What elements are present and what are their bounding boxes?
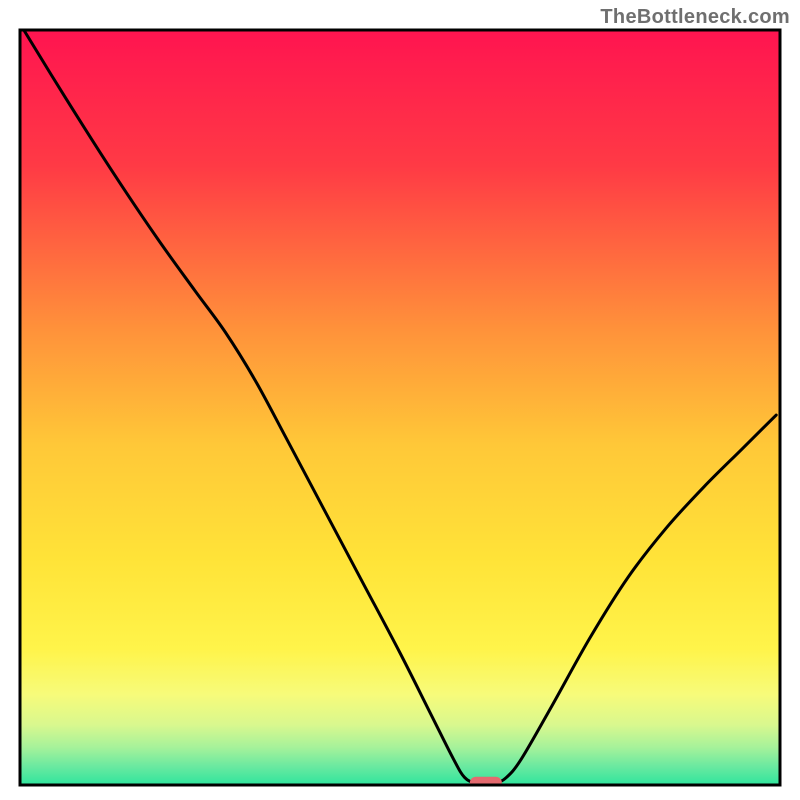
watermark-label: TheBottleneck.com xyxy=(600,6,790,29)
bottleneck-chart xyxy=(0,0,800,800)
chart-container: TheBottleneck.com xyxy=(0,0,800,800)
optimal-marker xyxy=(470,777,502,789)
gradient-background xyxy=(20,30,780,785)
